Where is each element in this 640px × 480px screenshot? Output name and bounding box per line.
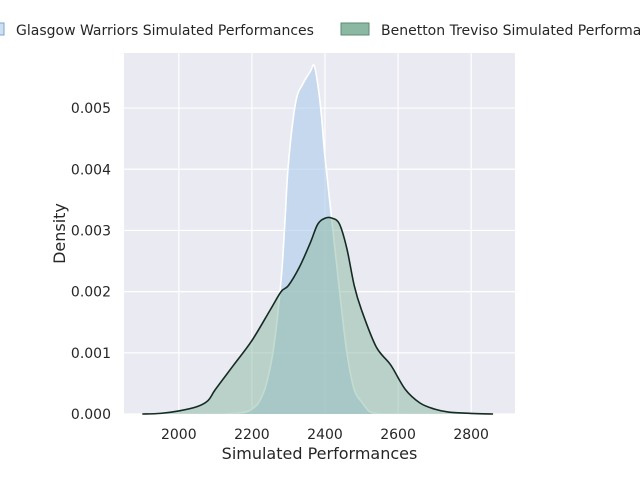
y-tick-label: 0.004 [71, 162, 111, 178]
x-axis-label: Simulated Performances [222, 444, 418, 463]
y-axis-label: Density [50, 203, 69, 264]
tick-labels: 2000 2200 2400 2600 2800 0.000 0.001 0.002 0.003… [71, 101, 489, 443]
y-tick-label: 0.003 [71, 223, 111, 239]
series-2-area [142, 217, 494, 414]
y-tick-label: 0.002 [71, 285, 111, 301]
x-tick-label: 2000 [161, 427, 197, 443]
legend-swatch-glasgow [0, 22, 5, 36]
x-tick-label: 2400 [307, 427, 343, 443]
y-tick-label: 0.001 [71, 346, 111, 362]
x-tick-label: 2200 [234, 427, 270, 443]
x-tick-label: 2800 [453, 427, 489, 443]
series-2-line [142, 216, 494, 415]
legend: Glasgow Warriors Simulated Performances B… [0, 22, 640, 39]
y-tick-label: 0.005 [71, 101, 111, 117]
legend-label-benetton: Benetton Treviso Simulated Performances [381, 23, 640, 39]
series-layer [142, 63, 494, 415]
y-tick-label: 0.000 [71, 407, 111, 423]
legend-swatch-benetton [340, 22, 370, 36]
legend-label-glasgow: Glasgow Warriors Simulated Performances [16, 23, 314, 39]
x-tick-label: 2600 [380, 427, 416, 443]
